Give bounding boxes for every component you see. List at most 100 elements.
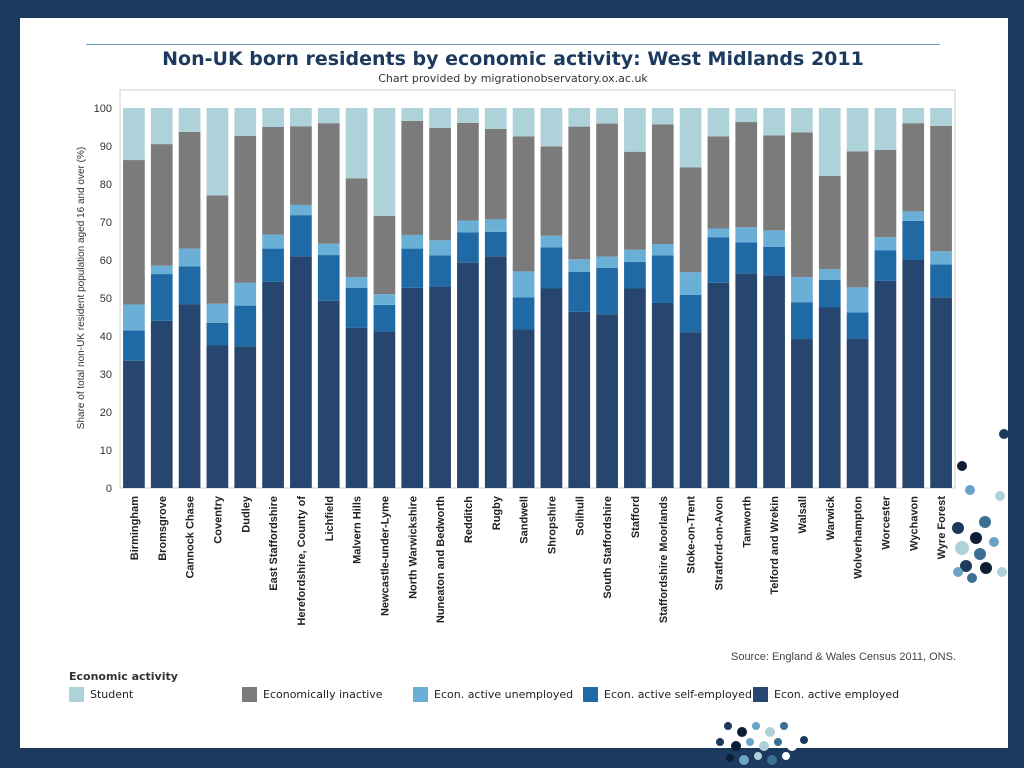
bar-segment-employed	[512, 329, 535, 488]
decorative-dot	[970, 532, 982, 544]
bar-segment-student	[707, 108, 730, 137]
bar-segment-inactive	[178, 131, 201, 249]
bar-segment-unemployed	[123, 304, 145, 331]
bar-segment-student	[568, 108, 591, 127]
x-tick-label: Cannock Chase	[185, 496, 197, 579]
bar-segment-self_employed	[540, 247, 563, 289]
bar-segment-inactive	[902, 123, 925, 212]
bar-segment-inactive	[874, 149, 897, 238]
bar-segment-unemployed	[373, 294, 396, 305]
bar-segment-unemployed	[624, 249, 646, 262]
bar-segment-unemployed	[234, 282, 257, 306]
slide-frame: Non-UK born residents by economic activi…	[20, 18, 1008, 748]
decorative-dot	[731, 741, 741, 751]
decorative-dot	[997, 515, 1007, 525]
bar-segment-student	[902, 108, 925, 124]
bar-segment-student	[317, 108, 340, 124]
bar-segment-inactive	[707, 136, 730, 229]
bar-segment-employed	[262, 281, 284, 488]
y-tick-label: 20	[100, 407, 112, 419]
bar-segment-employed	[679, 332, 702, 488]
bar-segment-unemployed	[763, 230, 785, 247]
bar-segment-employed	[791, 339, 813, 488]
x-tick-label: Redditch	[463, 496, 475, 543]
x-tick-label: Stoke-on-Trent	[686, 496, 698, 574]
bar-segment-inactive	[150, 144, 173, 266]
decorative-dot	[765, 727, 775, 737]
legend-item-unemployed: Econ. active unemployed	[413, 687, 573, 702]
bar-segment-self_employed	[596, 267, 618, 315]
bar-segment-inactive	[512, 136, 535, 272]
y-tick-label: 100	[94, 103, 112, 115]
decorative-dot	[997, 567, 1007, 577]
bar-segment-unemployed	[568, 259, 591, 272]
bar-segment-inactive	[791, 132, 813, 278]
legend-label: Student	[90, 688, 134, 701]
bar-segment-employed	[317, 300, 340, 488]
bar-segment-self_employed	[512, 297, 535, 330]
bar-segment-self_employed	[707, 237, 730, 283]
bar-segment-self_employed	[735, 242, 758, 274]
bar-segment-unemployed	[651, 244, 674, 256]
bar-segment-unemployed	[206, 303, 229, 323]
bar-segment-inactive	[206, 195, 229, 304]
bar-segment-employed	[596, 314, 618, 488]
bar-segment-self_employed	[345, 287, 368, 328]
bar-segment-employed	[345, 327, 368, 488]
x-tick-label: Malvern Hills	[352, 496, 364, 564]
bar-segment-employed	[735, 273, 758, 488]
bar-segment-student	[540, 108, 563, 147]
decorative-dot	[767, 755, 777, 765]
bar-segment-inactive	[123, 160, 145, 305]
y-tick-label: 40	[100, 331, 112, 343]
x-tick-label: Wyre Forest	[936, 496, 948, 560]
bar-segment-student	[846, 108, 869, 152]
bar-segment-unemployed	[596, 256, 618, 268]
legend-label: Econ. active unemployed	[434, 688, 574, 701]
bar-segment-unemployed	[874, 237, 897, 251]
bar-segment-self_employed	[679, 294, 702, 333]
x-tick-label: Solihull	[574, 496, 586, 536]
chart-subtitle: Chart provided by migrationobservatory.o…	[378, 72, 648, 85]
bar-segment-inactive	[596, 123, 618, 257]
y-axis-label: Share of total non-UK resident populatio…	[76, 147, 87, 429]
title-rule	[86, 44, 940, 45]
bar-segment-unemployed	[457, 220, 479, 233]
bar-segment-employed	[818, 307, 841, 488]
decorative-dot	[780, 722, 788, 730]
bar-segment-self_employed	[206, 322, 229, 346]
decorative-dot	[995, 491, 1005, 501]
bar-segment-student	[624, 108, 646, 152]
decorative-dot	[965, 485, 975, 495]
decorative-dot	[739, 755, 749, 765]
bar-segment-employed	[874, 280, 897, 488]
x-tick-label: Birmingham	[129, 496, 141, 560]
decorative-dot	[979, 516, 991, 528]
decorative-dot	[793, 727, 803, 737]
bar-segment-student	[373, 108, 396, 216]
bar-segment-self_employed	[484, 231, 507, 257]
bar-segment-student	[596, 108, 618, 124]
y-tick-label: 30	[100, 369, 112, 381]
bar-segment-inactive	[679, 167, 702, 273]
decorative-dot	[724, 722, 732, 730]
bar-segment-student	[512, 108, 535, 137]
bar-segment-self_employed	[846, 312, 869, 339]
x-tick-label: Worcester	[880, 495, 892, 549]
bar-segment-student	[484, 108, 507, 129]
decorative-dot	[953, 567, 963, 577]
decorative-dot	[994, 550, 1006, 562]
bar-segment-self_employed	[262, 248, 284, 282]
bar-segment-unemployed	[679, 272, 702, 295]
bar-segment-inactive	[429, 127, 451, 241]
x-tick-label: Stafford	[630, 496, 642, 538]
stacked-bar-chart: 0 10 20 30 40 50 60 70 80 90 100 Birmingham Bromsgr…	[76, 89, 956, 626]
bar-segment-employed	[484, 256, 507, 488]
decorative-dot	[716, 738, 724, 746]
bar-segment-inactive	[568, 126, 591, 260]
y-tick-label: 10	[100, 445, 112, 457]
x-tick-label: Wychavon	[908, 496, 920, 551]
bar-segment-student	[429, 108, 451, 128]
y-tick-label: 50	[100, 293, 112, 305]
bar-segment-unemployed	[707, 228, 730, 238]
